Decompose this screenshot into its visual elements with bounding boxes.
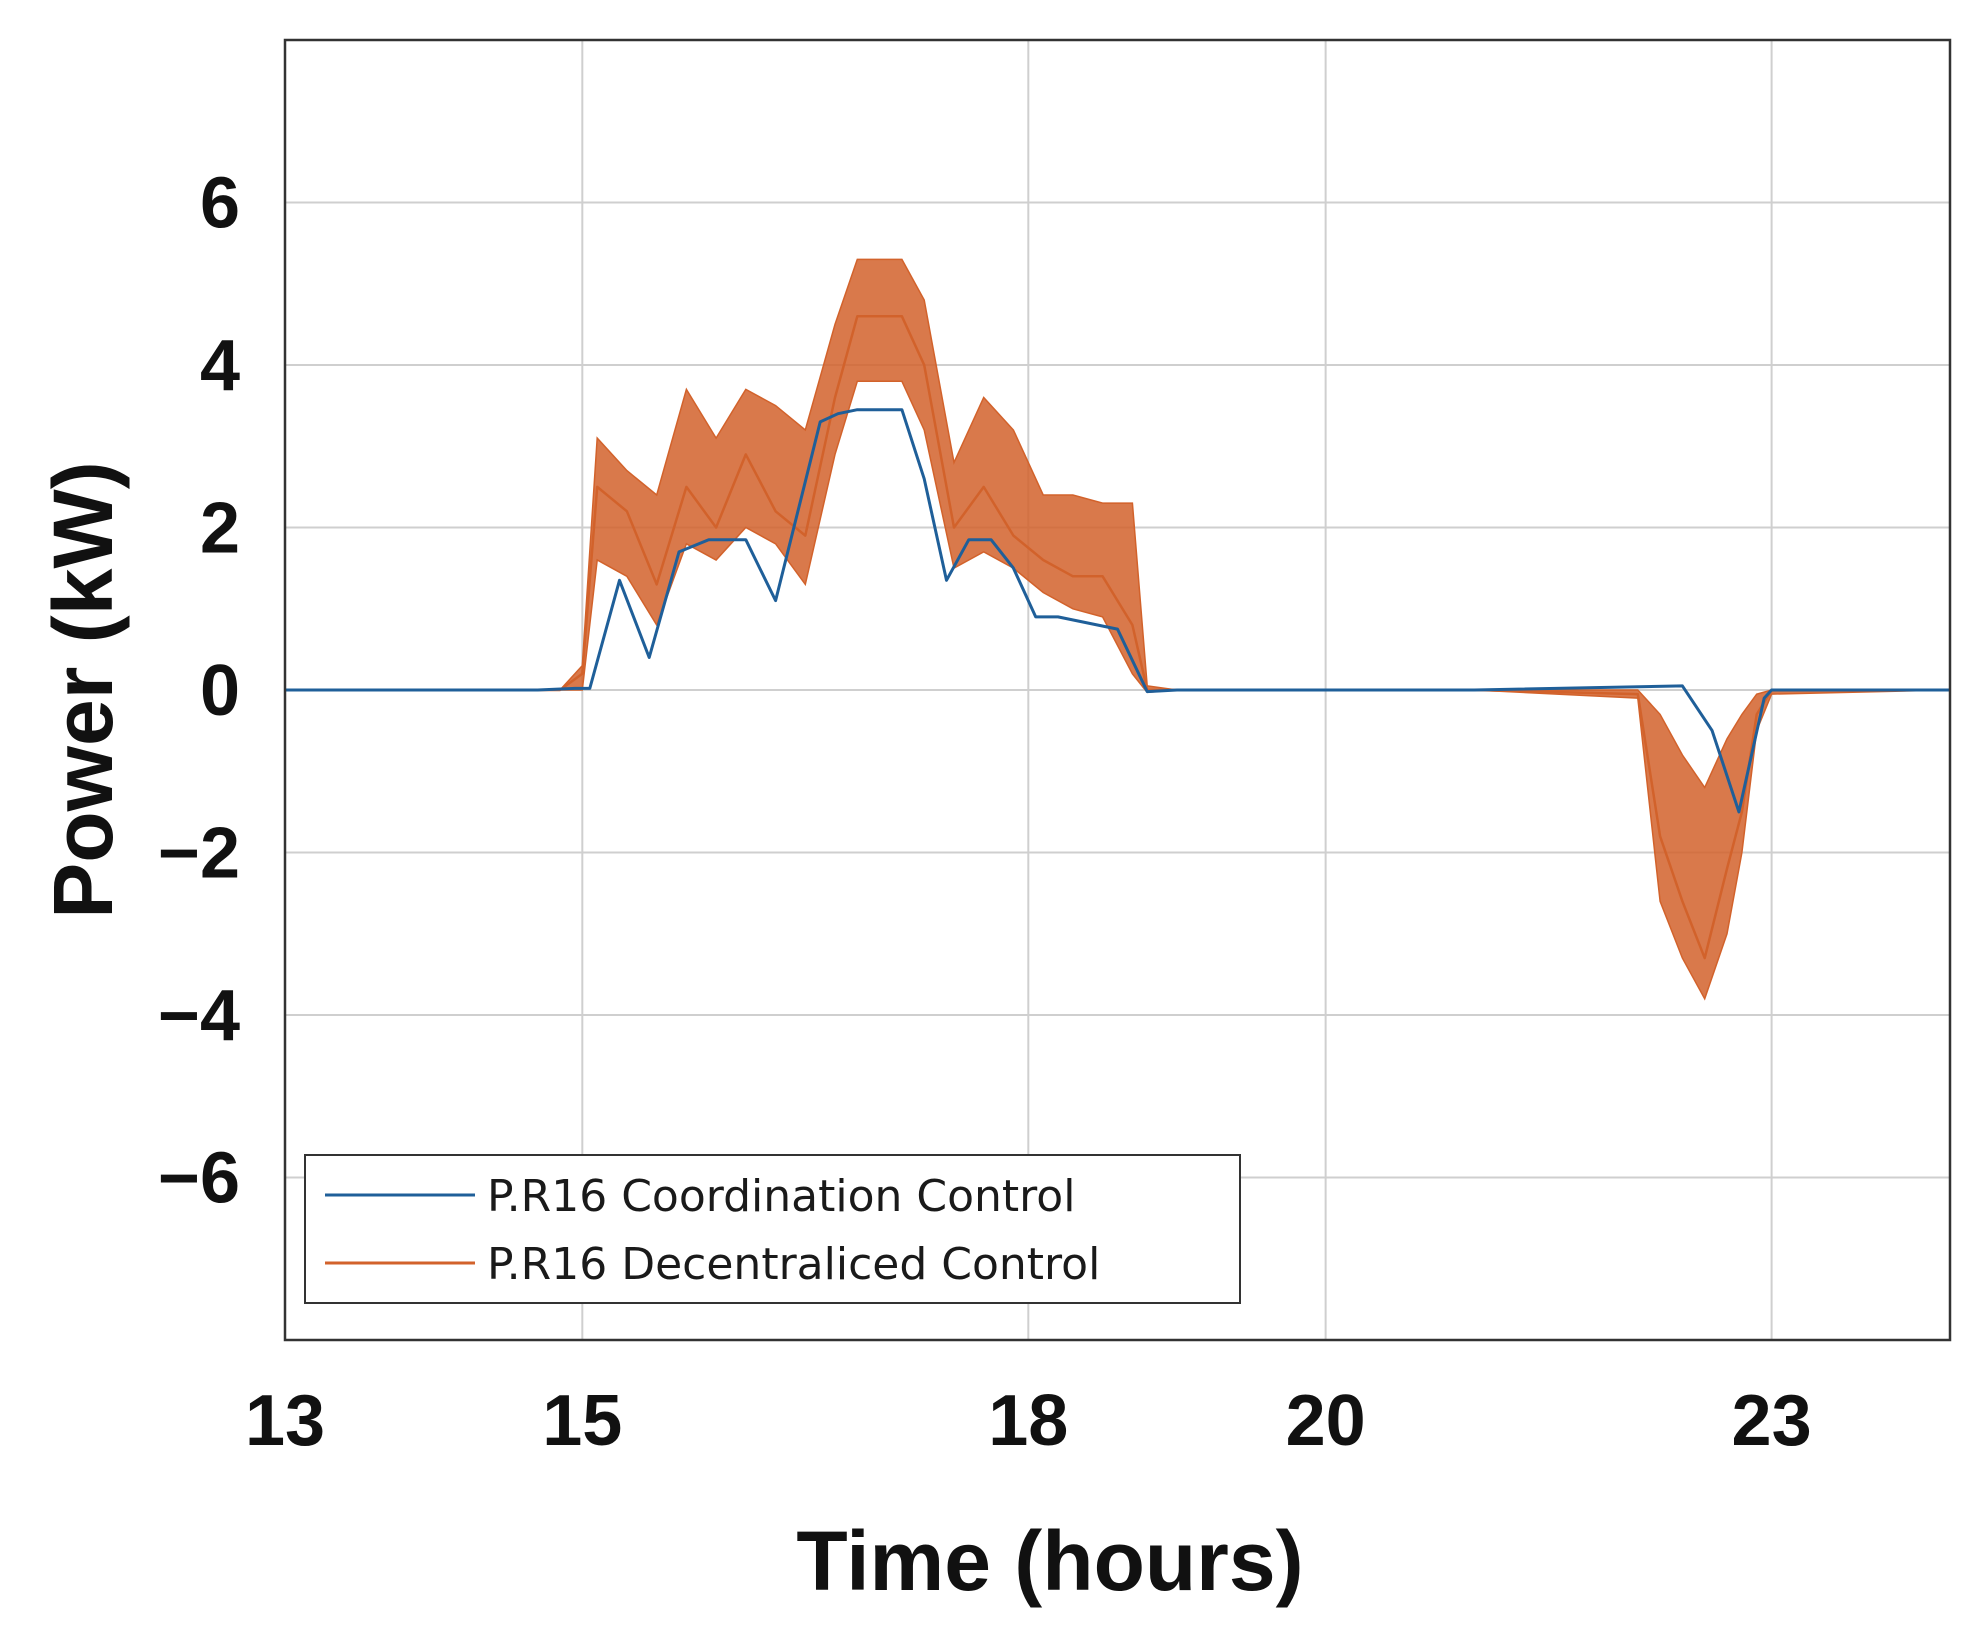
- y-tick-label: 4: [200, 326, 240, 406]
- x-tick-label: 15: [542, 1381, 622, 1461]
- x-tick-label: 18: [988, 1381, 1068, 1461]
- y-tick-label: 2: [200, 489, 240, 569]
- plot-frame: [283, 38, 1952, 1342]
- y-tick-label: −2: [158, 814, 240, 894]
- y-axis-title: Power (kW): [36, 461, 130, 918]
- y-tick-label: −4: [158, 976, 240, 1056]
- legend-box: [304, 1154, 1241, 1304]
- x-tick-labels: 13 15 18 20 23: [245, 1381, 1812, 1461]
- series-line-decentralized: [285, 315, 1950, 960]
- y-tick-label: −6: [158, 1139, 240, 1219]
- y-tick-label: 0: [200, 651, 240, 731]
- x-tick-label: 20: [1286, 1381, 1366, 1461]
- y-tick-labels: −6 −4 −2 0 2 4 6: [158, 164, 240, 1219]
- y-tick-label: 6: [200, 164, 240, 244]
- legend-label-decentralized: P.R16 Decentraliced Control: [487, 1239, 1100, 1290]
- series-line-coordination: [285, 408, 1950, 814]
- legend: P.R16 Coordination Control P.R16 Decentr…: [304, 1154, 1241, 1304]
- x-axis-title: Time (hours): [796, 1514, 1303, 1608]
- series-lines: [285, 315, 1950, 960]
- x-tick-label: 13: [245, 1381, 325, 1461]
- x-tick-label: 23: [1732, 1381, 1812, 1461]
- legend-label-coordination: P.R16 Coordination Control: [487, 1171, 1075, 1222]
